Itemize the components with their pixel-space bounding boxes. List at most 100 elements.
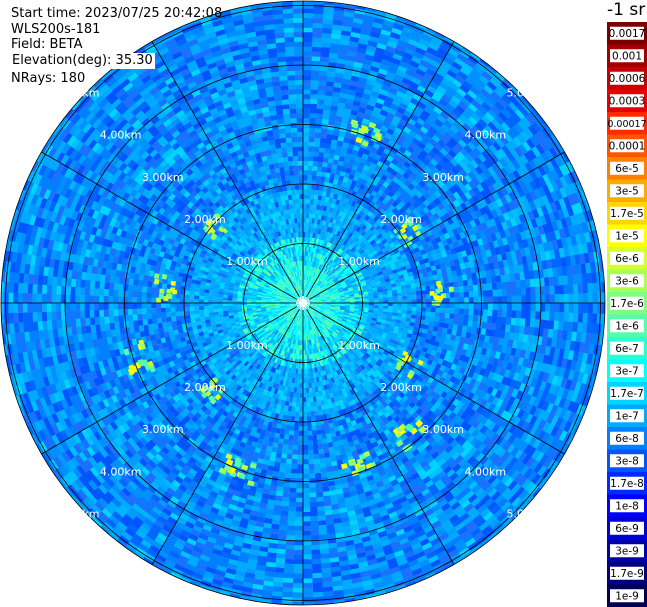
field-label: Field: BETA — [11, 37, 83, 52]
range-ring-labels: 1.00km 1.00km 1.00km 1.00km 2.00km 2.00km 2.00… — [58, 87, 548, 521]
range-ring-label: 1.00km — [226, 339, 268, 352]
range-ring-label: 5.00km — [58, 87, 100, 100]
echo-patch — [218, 453, 257, 487]
heatmap-cells-13 — [1, 1, 605, 605]
colorbar-label-bg — [610, 454, 644, 468]
radial-spoke — [41, 151, 304, 304]
colorbar-label-bg — [610, 364, 644, 378]
colorbar-label: 6e-6 — [615, 253, 639, 265]
heatmap-cells-2 — [238, 237, 369, 367]
colorbar-label: 0.001 — [612, 51, 642, 63]
range-ring-label: 2.00km — [380, 381, 422, 394]
colorbar-label: 3e-9 — [615, 546, 639, 558]
range-ring-label: 3.00km — [142, 423, 184, 436]
colorbar-label-bg — [610, 386, 644, 400]
range-ring-label: 2.00km — [380, 213, 422, 226]
range-ring-label: 5.00km — [507, 87, 549, 100]
polar-grid — [0, 0, 606, 606]
colorbar-label-bg — [610, 161, 644, 175]
echo-patch — [395, 350, 424, 379]
colorbar-label-bg — [610, 476, 644, 490]
colorbar-label: 0.0001 — [609, 141, 646, 153]
colorbar-label-bg — [610, 296, 644, 310]
echo-patch — [153, 273, 178, 303]
colorbar-label-bg — [610, 409, 644, 423]
range-ring-label: 2.00km — [184, 213, 226, 226]
radial-spoke — [151, 41, 304, 304]
colorbar-label-bg — [610, 544, 644, 558]
heatmap-cells-10 — [3, 1, 602, 605]
colorbar-label-bg — [610, 251, 644, 265]
range-ring-label: 3.00km — [422, 423, 464, 436]
range-ring-label: 3.00km — [422, 171, 464, 184]
range-ring-label: 5.00km — [58, 507, 100, 520]
echo-patches — [123, 119, 454, 487]
radial-spoke — [41, 302, 304, 455]
colorbar-label: 1.7e-6 — [610, 298, 644, 310]
colorbar-label: 1e-7 — [615, 411, 639, 423]
radial-spoke — [151, 302, 304, 565]
colorbar-label: 1e-9 — [615, 591, 639, 603]
colorbar-label-bg — [610, 341, 644, 355]
colorbar-label-bg — [610, 274, 644, 288]
colorbar-label-bg — [610, 139, 644, 153]
colorbar-label-bg — [610, 589, 644, 603]
colorbar-label: 0.0003 — [609, 96, 646, 108]
colorbar-label-bg — [610, 26, 644, 40]
range-ring-label: 4.00km — [465, 465, 507, 478]
range-ring-label: 5.00km — [507, 507, 549, 520]
colorbar-label: 3e-5 — [615, 186, 639, 198]
colorbar-label: 0.0006 — [609, 73, 646, 85]
colorbar-label: 1.7e-5 — [610, 208, 644, 220]
colorbar-label: 1.7e-7 — [610, 388, 644, 400]
colorbar-label: 6e-5 — [615, 163, 639, 175]
colorbar-label: 0.00017 — [607, 119, 646, 130]
colorbar-unit: -1 sr — [607, 0, 646, 20]
range-ring-label: 2.00km — [184, 381, 226, 394]
heatmap-cells-7 — [1, 3, 605, 605]
device-label: WLS200s-181 — [11, 22, 101, 37]
heatmap-cells-12 — [1, 1, 605, 605]
colorbar-label-bg — [610, 521, 644, 535]
radial-spoke — [302, 41, 455, 304]
colorbar-label: 6e-7 — [615, 343, 639, 355]
range-ring-label: 4.00km — [100, 465, 142, 478]
echo-patch — [200, 377, 225, 405]
colorbar-label: 1e-6 — [615, 321, 639, 333]
colorbar-label-bg — [610, 94, 644, 108]
colorbar-label-bg — [610, 71, 644, 85]
nrays-label: NRays: 180 — [11, 71, 86, 86]
echo-patch — [350, 119, 383, 147]
colorbar-label: 1.7e-9 — [610, 568, 644, 580]
heatmap-cells-1 — [237, 236, 369, 370]
colorbar-label: 3e-7 — [615, 366, 639, 378]
echo-patch — [123, 339, 156, 376]
colorbar-label: 0.0017 — [609, 28, 646, 40]
colorbar-label: 3e-6 — [615, 276, 639, 288]
radial-spoke — [302, 302, 455, 565]
range-ring-label: 4.00km — [465, 129, 507, 142]
colorbar-label-bg — [610, 499, 644, 513]
range-ring-label: 1.00km — [338, 339, 380, 352]
colorbar-label: 1.7e-8 — [610, 478, 644, 490]
colorbar-label: 1e-8 — [615, 501, 639, 513]
heatmap-cells-3 — [1, 8, 600, 603]
colorbar-label: 1e-5 — [615, 231, 639, 243]
range-ring-label: 1.00km — [226, 255, 268, 268]
colorbar-label-bg — [610, 319, 644, 333]
colorbar-label: 6e-9 — [615, 523, 639, 535]
colorbar-label-bg — [610, 206, 644, 220]
radial-spoke — [302, 302, 565, 455]
colorbar-label-bg — [610, 431, 644, 445]
elevation-label: Elevation(deg): 35.30 — [11, 53, 155, 69]
heatmap-cells-8 — [1, 8, 592, 601]
range-ring-label: 1.00km — [338, 255, 380, 268]
colorbar-label: 3e-8 — [615, 456, 639, 468]
colorbar-label-bg — [610, 49, 644, 63]
colorbar-label-bg — [610, 184, 644, 198]
center-marker — [298, 296, 304, 304]
range-ring-label: 4.00km — [100, 129, 142, 142]
colorbar-label: 6e-8 — [615, 433, 639, 445]
ppi-plot: 1.00km 1.00km 1.00km 1.00km 2.00km 2.00km 2.00… — [0, 0, 606, 606]
colorbar-label-bg — [610, 566, 644, 580]
